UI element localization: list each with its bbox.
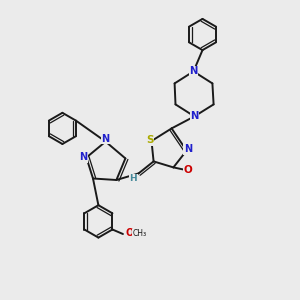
Text: N: N xyxy=(190,111,199,122)
Text: CH₃: CH₃ xyxy=(132,230,146,238)
Text: S: S xyxy=(146,135,154,146)
Text: H: H xyxy=(129,174,137,183)
Text: O: O xyxy=(126,228,134,238)
Text: O: O xyxy=(183,165,192,175)
Text: N: N xyxy=(101,134,110,144)
Text: N: N xyxy=(79,152,87,163)
Text: N: N xyxy=(189,66,198,76)
Text: N: N xyxy=(184,144,192,154)
